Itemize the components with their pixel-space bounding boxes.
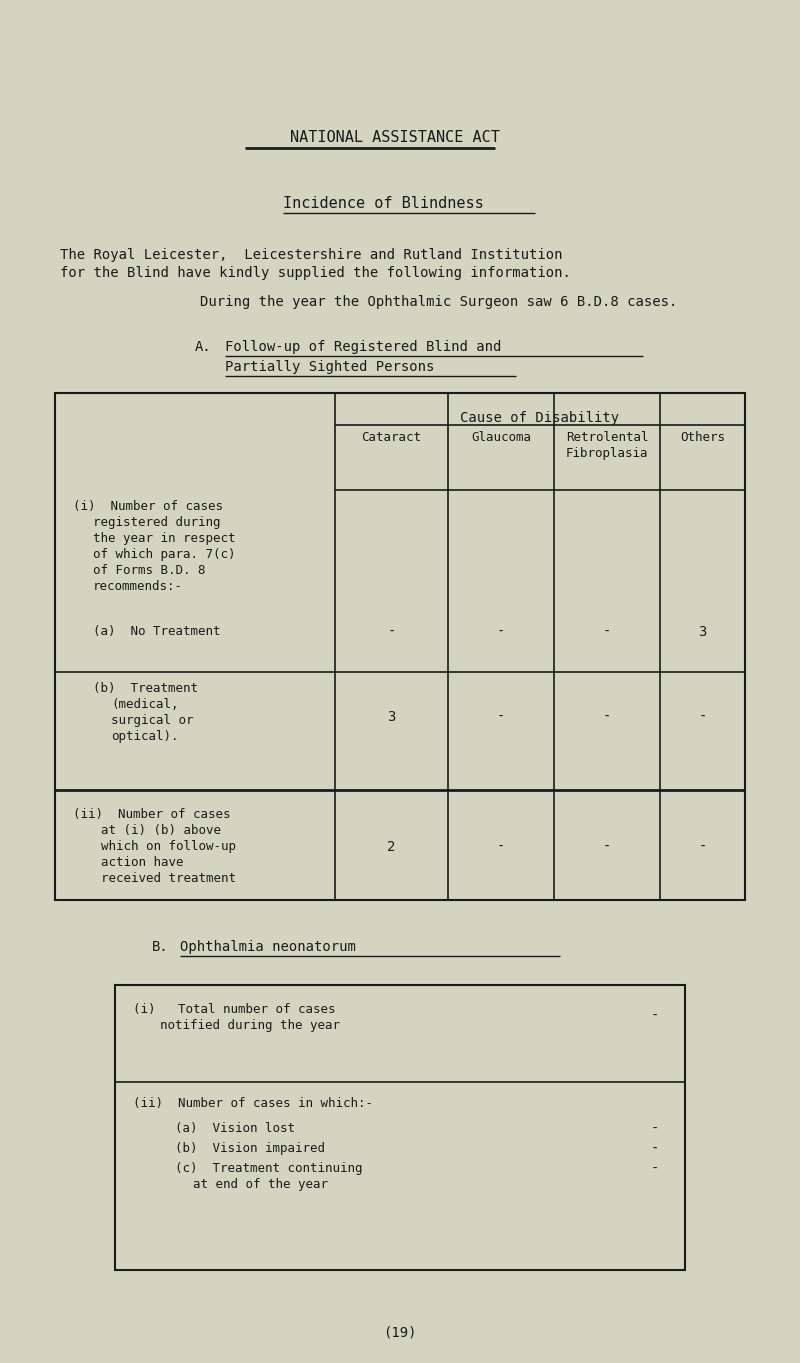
Text: -: - <box>497 626 505 639</box>
Text: -: - <box>698 710 706 724</box>
Text: -: - <box>387 626 396 639</box>
Text: Glaucoma: Glaucoma <box>471 431 531 444</box>
Text: Retrolental: Retrolental <box>566 431 648 444</box>
Text: for the Blind have kindly supplied the following information.: for the Blind have kindly supplied the f… <box>60 266 571 279</box>
Text: 3: 3 <box>387 710 396 724</box>
Text: optical).: optical). <box>111 731 178 743</box>
Text: at (i) (b) above: at (i) (b) above <box>101 825 221 837</box>
Text: the year in respect: the year in respect <box>93 532 235 545</box>
Text: recommends:-: recommends:- <box>93 581 183 593</box>
Text: (a)  Vision lost: (a) Vision lost <box>175 1122 295 1135</box>
Text: Cause of Disability: Cause of Disability <box>461 412 619 425</box>
Text: which on follow-up: which on follow-up <box>101 840 236 853</box>
Text: of Forms B.D. 8: of Forms B.D. 8 <box>93 564 206 577</box>
Text: -: - <box>497 840 505 855</box>
Bar <box>55 393 745 900</box>
Text: (b)  Treatment: (b) Treatment <box>93 682 198 695</box>
Text: The Royal Leicester,  Leicestershire and Rutland Institution: The Royal Leicester, Leicestershire and … <box>60 248 562 262</box>
Text: -: - <box>497 710 505 724</box>
Text: of which para. 7(c): of which para. 7(c) <box>93 548 235 562</box>
Text: Fibroplasia: Fibroplasia <box>566 447 648 459</box>
Text: -: - <box>651 1122 659 1135</box>
Text: During the year the Ophthalmic Surgeon saw 6 B.D.8 cases.: During the year the Ophthalmic Surgeon s… <box>200 294 678 309</box>
Text: (ii)  Number of cases in which:-: (ii) Number of cases in which:- <box>133 1097 373 1109</box>
Text: registered during: registered during <box>93 517 221 529</box>
Text: -: - <box>603 710 611 724</box>
Text: A.: A. <box>195 339 212 354</box>
Text: -: - <box>651 1163 659 1176</box>
Text: NATIONAL ASSISTANCE ACT: NATIONAL ASSISTANCE ACT <box>290 129 500 144</box>
Text: action have: action have <box>101 856 183 870</box>
Text: 3: 3 <box>698 626 706 639</box>
Text: (ii)  Number of cases: (ii) Number of cases <box>73 808 230 821</box>
Text: -: - <box>651 1142 659 1156</box>
Text: Incidence of Blindness: Incidence of Blindness <box>283 196 484 211</box>
Text: Others: Others <box>680 431 725 444</box>
Text: at end of the year: at end of the year <box>193 1178 328 1191</box>
Text: B.: B. <box>152 940 169 954</box>
Text: (i)   Total number of cases: (i) Total number of cases <box>133 1003 335 1015</box>
Text: -: - <box>603 840 611 855</box>
Text: (a)  No Treatment: (a) No Treatment <box>93 626 221 638</box>
Text: -: - <box>698 840 706 855</box>
Text: 2: 2 <box>387 840 396 855</box>
Text: Ophthalmia neonatorum: Ophthalmia neonatorum <box>180 940 356 954</box>
Text: surgical or: surgical or <box>111 714 194 726</box>
Text: received treatment: received treatment <box>101 872 236 885</box>
Text: notified during the year: notified during the year <box>160 1020 340 1032</box>
Text: -: - <box>603 626 611 639</box>
Text: (i)  Number of cases: (i) Number of cases <box>73 500 223 512</box>
Text: (c)  Treatment continuing: (c) Treatment continuing <box>175 1163 362 1175</box>
Bar <box>115 985 685 1270</box>
Text: (b)  Vision impaired: (b) Vision impaired <box>175 1142 325 1154</box>
Text: Partially Sighted Persons: Partially Sighted Persons <box>225 360 434 373</box>
Text: Follow-up of Registered Blind and: Follow-up of Registered Blind and <box>225 339 502 354</box>
Text: (19): (19) <box>383 1325 417 1338</box>
Text: Cataract: Cataract <box>362 431 422 444</box>
Text: -: - <box>651 1009 659 1024</box>
Text: (medical,: (medical, <box>111 698 178 711</box>
